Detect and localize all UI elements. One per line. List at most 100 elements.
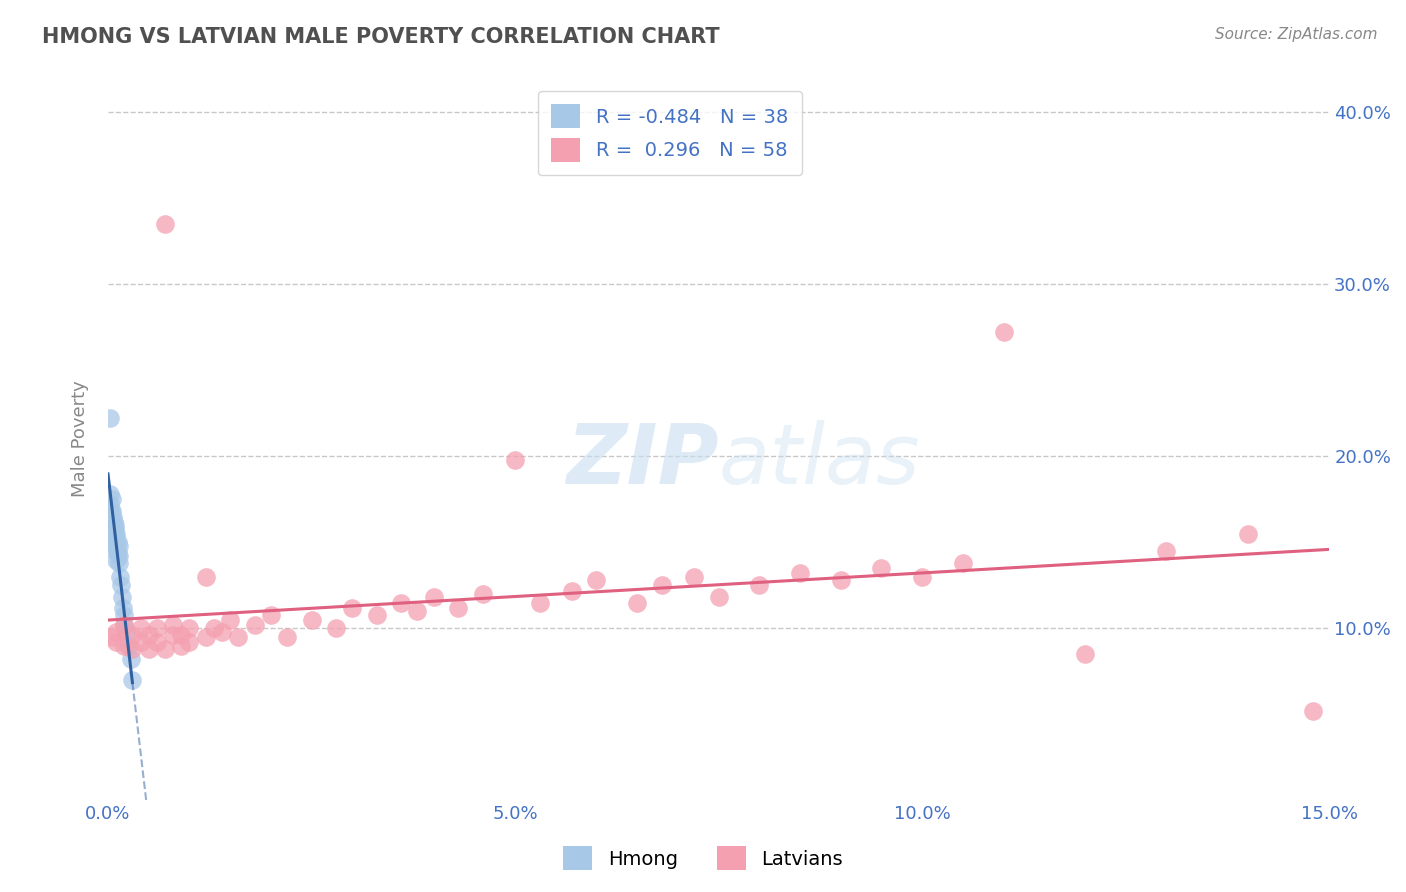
Point	[105, 635, 128, 649]
Point	[107, 539, 129, 553]
Point	[325, 622, 347, 636]
Point	[276, 630, 298, 644]
Text: HMONG VS LATVIAN MALE POVERTY CORRELATION CHART: HMONG VS LATVIAN MALE POVERTY CORRELATIO…	[42, 27, 720, 46]
Point	[170, 628, 193, 642]
Point	[1156, 544, 1178, 558]
Point	[219, 613, 242, 627]
Point	[104, 530, 127, 544]
Point	[100, 515, 122, 529]
Point	[202, 622, 225, 636]
Point	[211, 624, 233, 639]
Point	[683, 570, 706, 584]
Point	[870, 561, 893, 575]
Point	[105, 624, 128, 639]
Point	[103, 518, 125, 533]
Point	[366, 607, 388, 622]
Point	[194, 570, 217, 584]
Point	[101, 492, 124, 507]
Point	[108, 570, 131, 584]
Point	[110, 578, 132, 592]
Point	[121, 673, 143, 687]
Point	[389, 596, 412, 610]
Text: ZIP: ZIP	[567, 420, 718, 501]
Point	[153, 217, 176, 231]
Point	[121, 628, 143, 642]
Point	[447, 600, 470, 615]
Point	[993, 326, 1015, 340]
Point	[422, 591, 444, 605]
Point	[101, 515, 124, 529]
Text: atlas: atlas	[718, 420, 921, 501]
Point	[107, 535, 129, 549]
Point	[342, 600, 364, 615]
Point	[120, 652, 142, 666]
Point	[101, 509, 124, 524]
Point	[129, 635, 152, 649]
Point	[104, 522, 127, 536]
Point	[129, 622, 152, 636]
Point	[101, 504, 124, 518]
Point	[301, 613, 323, 627]
Point	[194, 630, 217, 644]
Point	[626, 596, 648, 610]
Point	[107, 549, 129, 563]
Point	[243, 618, 266, 632]
Point	[1237, 526, 1260, 541]
Point	[104, 539, 127, 553]
Point	[111, 591, 134, 605]
Point	[1302, 704, 1324, 718]
Point	[117, 639, 139, 653]
Point	[138, 642, 160, 657]
Point	[146, 622, 169, 636]
Point	[585, 573, 607, 587]
Point	[103, 522, 125, 536]
Point	[179, 622, 201, 636]
Point	[103, 515, 125, 529]
Point	[138, 628, 160, 642]
Point	[1074, 647, 1097, 661]
Point	[170, 639, 193, 653]
Point	[105, 526, 128, 541]
Point	[561, 583, 583, 598]
Point	[103, 526, 125, 541]
Point	[103, 530, 125, 544]
Point	[112, 639, 135, 653]
Point	[748, 578, 770, 592]
Point	[108, 556, 131, 570]
Point	[105, 552, 128, 566]
Legend: R = -0.484   N = 38, R =  0.296   N = 58: R = -0.484 N = 38, R = 0.296 N = 58	[537, 91, 801, 175]
Point	[101, 630, 124, 644]
Point	[101, 526, 124, 541]
Point	[911, 570, 934, 584]
Point	[789, 566, 811, 581]
Point	[112, 618, 135, 632]
Point	[406, 604, 429, 618]
Point	[115, 624, 138, 639]
Point	[111, 600, 134, 615]
Point	[471, 587, 494, 601]
Point	[107, 546, 129, 560]
Point	[100, 504, 122, 518]
Point	[105, 544, 128, 558]
Legend: Hmong, Latvians: Hmong, Latvians	[555, 838, 851, 878]
Point	[105, 535, 128, 549]
Point	[121, 642, 143, 657]
Point	[100, 487, 122, 501]
Point	[529, 596, 551, 610]
Point	[153, 642, 176, 657]
Point	[830, 573, 852, 587]
Text: Source: ZipAtlas.com: Source: ZipAtlas.com	[1215, 27, 1378, 42]
Point	[162, 628, 184, 642]
Point	[226, 630, 249, 644]
Point	[101, 518, 124, 533]
Point	[707, 591, 730, 605]
Point	[179, 635, 201, 649]
Point	[112, 618, 135, 632]
Point	[98, 411, 121, 425]
Point	[162, 618, 184, 632]
Y-axis label: Male Poverty: Male Poverty	[72, 381, 89, 498]
Point	[952, 556, 974, 570]
Point	[100, 498, 122, 512]
Point	[260, 607, 283, 622]
Point	[651, 578, 673, 592]
